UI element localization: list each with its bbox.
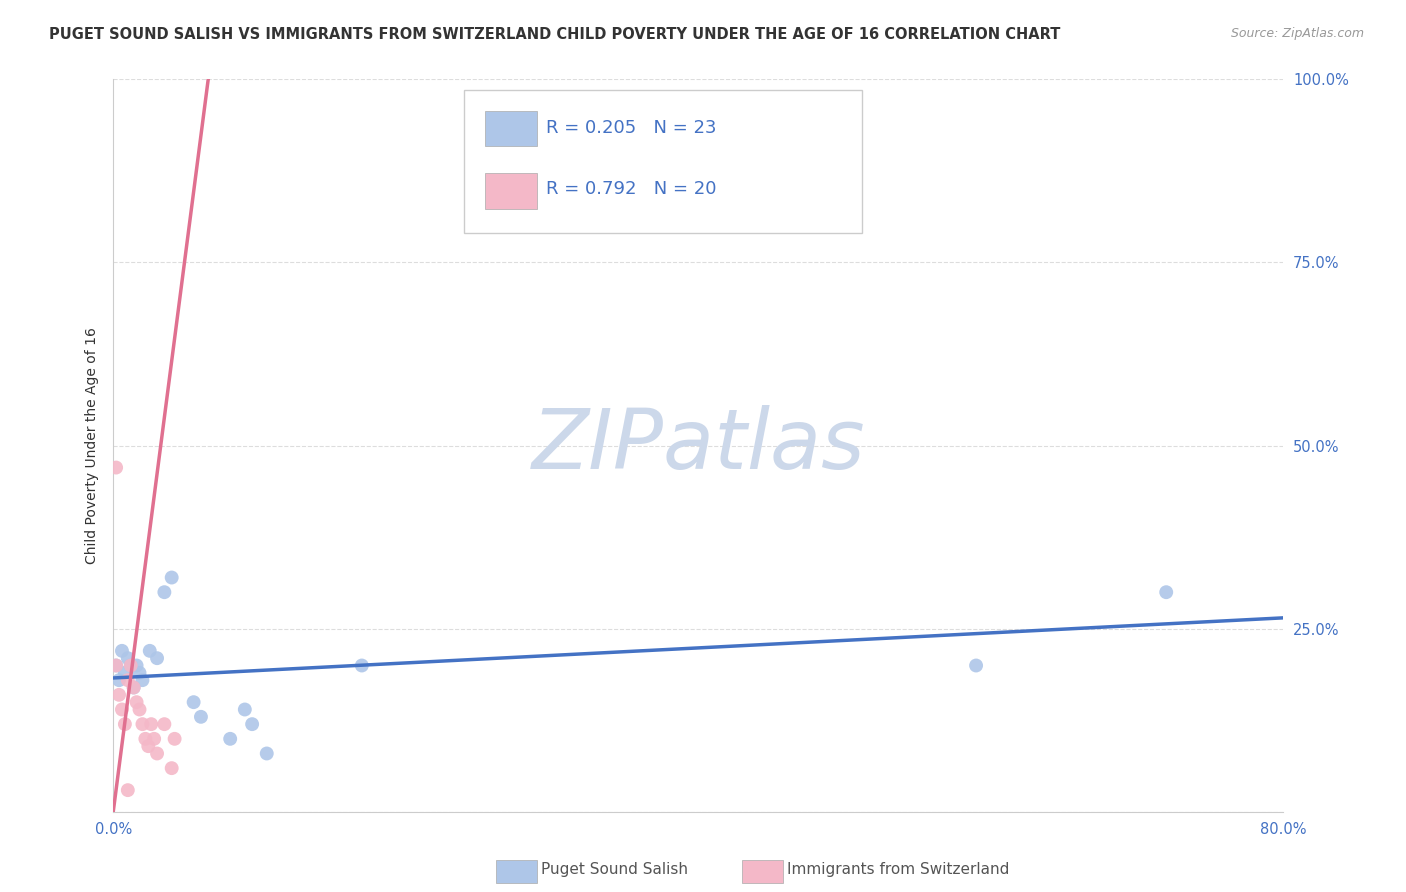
Point [256,747,278,761]
Point [233,702,256,716]
Point [105,658,128,673]
Point [136,739,159,753]
Point [114,717,136,731]
Point [117,673,139,688]
Point [105,460,128,475]
Text: Immigrants from Switzerland: Immigrants from Switzerland [787,863,1010,877]
FancyBboxPatch shape [485,111,537,146]
Point [160,570,183,584]
Point [128,665,150,680]
Point [125,658,148,673]
Point [965,658,987,673]
Point [122,681,145,695]
Point [163,731,186,746]
Point [160,761,183,775]
Point [114,665,136,680]
Point [134,731,156,746]
Text: Source: ZipAtlas.com: Source: ZipAtlas.com [1230,27,1364,40]
Text: Puget Sound Salish: Puget Sound Salish [541,863,689,877]
Point [1154,585,1177,599]
FancyBboxPatch shape [464,90,862,233]
Point [141,717,163,731]
Point [120,658,142,673]
Point [139,644,162,658]
Point [131,717,153,731]
Point [128,702,150,716]
Point [190,710,212,724]
Point [153,717,176,731]
Point [219,731,242,746]
Point [183,695,205,709]
Point [153,585,176,599]
Point [146,747,169,761]
Point [122,681,145,695]
Point [117,651,139,665]
Point [108,673,131,688]
Text: ZIPatlas: ZIPatlas [531,405,865,486]
Point [105,658,128,673]
Text: R = 0.205   N = 23: R = 0.205 N = 23 [546,120,717,137]
Point [146,651,169,665]
Text: R = 0.792   N = 20: R = 0.792 N = 20 [546,180,717,198]
Point [111,644,134,658]
Point [108,688,131,702]
Point [350,658,373,673]
Point [120,658,142,673]
FancyBboxPatch shape [485,173,537,209]
Text: PUGET SOUND SALISH VS IMMIGRANTS FROM SWITZERLAND CHILD POVERTY UNDER THE AGE OF: PUGET SOUND SALISH VS IMMIGRANTS FROM SW… [49,27,1060,42]
Point [240,717,263,731]
Point [117,783,139,797]
Point [111,702,134,716]
Point [125,695,148,709]
Y-axis label: Child Poverty Under the Age of 16: Child Poverty Under the Age of 16 [86,327,100,564]
Point [131,673,153,688]
Point [143,731,166,746]
